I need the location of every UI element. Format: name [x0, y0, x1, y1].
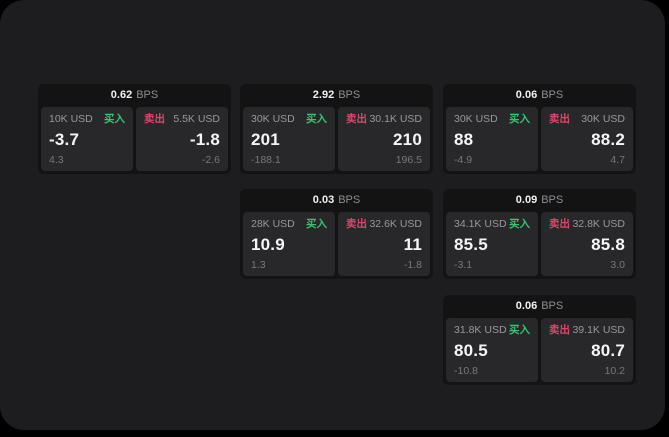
sell-price: 80.7 — [591, 341, 625, 360]
bps-value: 0.06 — [515, 300, 538, 312]
quote-board-panel: 0.62 BPS 10K USD 买入 -3.7 4.3 卖出 5.5K USD — [0, 0, 665, 430]
card-body: 31.8K USD 买入 80.5 -10.8 卖出 39.1K USD 80.… — [443, 318, 636, 385]
sell-side-label: 卖出 — [346, 218, 367, 230]
buy-tile[interactable]: 10K USD 买入 -3.7 4.3 — [41, 107, 133, 171]
buy-price: 201 — [251, 130, 280, 149]
sell-delta: 4.7 — [610, 153, 625, 166]
sell-side-label: 卖出 — [346, 113, 367, 125]
buy-notional: 30K USD — [454, 113, 498, 125]
buy-price: 85.5 — [454, 235, 488, 254]
buy-delta: 1.3 — [251, 258, 266, 271]
sell-notional: 5.5K USD — [173, 113, 220, 125]
quote-card: 0.62 BPS 10K USD 买入 -3.7 4.3 卖出 5.5K USD — [38, 84, 231, 174]
sell-notional: 30.1K USD — [369, 113, 422, 125]
bps-value: 0.09 — [515, 194, 538, 206]
sell-tile[interactable]: 卖出 5.5K USD -1.8 -2.6 — [136, 107, 228, 171]
sell-delta: 196.5 — [395, 153, 422, 166]
sell-tile[interactable]: 卖出 32.6K USD 11 -1.8 — [338, 212, 430, 276]
bps-value: 0.06 — [515, 89, 538, 101]
quote-card: 0.09 BPS 34.1K USD 买入 85.5 -3.1 卖出 32.8K… — [443, 189, 636, 279]
bps-unit: BPS — [541, 194, 564, 206]
bps-unit: BPS — [338, 194, 361, 206]
bps-value: 0.62 — [110, 89, 133, 101]
bps-unit: BPS — [541, 300, 564, 312]
buy-side-label: 买入 — [306, 218, 327, 230]
sell-notional: 30K USD — [581, 113, 625, 125]
buy-side-label: 买入 — [306, 113, 327, 125]
buy-notional: 28K USD — [251, 218, 295, 230]
buy-tile[interactable]: 30K USD 买入 201 -188.1 — [243, 107, 335, 171]
sell-tile[interactable]: 卖出 32.8K USD 85.8 3.0 — [541, 212, 633, 276]
card-body: 30K USD 买入 88 -4.9 卖出 30K USD 88.2 4.7 — [443, 107, 636, 174]
bps-unit: BPS — [338, 89, 361, 101]
card-header: 0.09 BPS — [443, 189, 636, 212]
bps-value: 2.92 — [312, 89, 335, 101]
sell-price: 11 — [403, 235, 422, 254]
buy-tile[interactable]: 30K USD 买入 88 -4.9 — [446, 107, 538, 171]
sell-notional: 32.8K USD — [572, 218, 625, 230]
bps-unit: BPS — [136, 89, 159, 101]
card-header: 0.06 BPS — [443, 295, 636, 318]
card-body: 28K USD 买入 10.9 1.3 卖出 32.6K USD 11 -1.8 — [240, 212, 433, 279]
sell-notional: 39.1K USD — [572, 324, 625, 336]
buy-delta: -188.1 — [251, 153, 281, 166]
buy-notional: 34.1K USD — [454, 218, 507, 230]
sell-price: 88.2 — [591, 130, 625, 149]
sell-delta: -1.8 — [403, 258, 422, 271]
sell-price: 210 — [393, 130, 422, 149]
sell-delta: -2.6 — [201, 153, 220, 166]
buy-tile[interactable]: 28K USD 买入 10.9 1.3 — [243, 212, 335, 276]
buy-notional: 31.8K USD — [454, 324, 507, 336]
sell-side-label: 卖出 — [549, 324, 570, 336]
sell-notional: 32.6K USD — [369, 218, 422, 230]
buy-price: -3.7 — [49, 130, 80, 149]
sell-tile[interactable]: 卖出 39.1K USD 80.7 10.2 — [541, 318, 633, 382]
card-header: 0.03 BPS — [240, 189, 433, 212]
sell-side-label: 卖出 — [549, 113, 570, 125]
bps-value: 0.03 — [312, 194, 335, 206]
card-header: 0.06 BPS — [443, 84, 636, 107]
sell-tile[interactable]: 卖出 30K USD 88.2 4.7 — [541, 107, 633, 171]
sell-delta: 10.2 — [604, 364, 625, 377]
card-body: 10K USD 买入 -3.7 4.3 卖出 5.5K USD -1.8 -2.… — [38, 107, 231, 174]
bps-unit: BPS — [541, 89, 564, 101]
sell-tile[interactable]: 卖出 30.1K USD 210 196.5 — [338, 107, 430, 171]
quote-card: 2.92 BPS 30K USD 买入 201 -188.1 卖出 30.1K … — [240, 84, 433, 174]
buy-notional: 10K USD — [49, 113, 93, 125]
card-body: 30K USD 买入 201 -188.1 卖出 30.1K USD 210 1… — [240, 107, 433, 174]
buy-tile[interactable]: 31.8K USD 买入 80.5 -10.8 — [446, 318, 538, 382]
quote-card: 0.06 BPS 31.8K USD 买入 80.5 -10.8 卖出 39.1… — [443, 295, 636, 385]
buy-price: 10.9 — [251, 235, 285, 254]
card-body: 34.1K USD 买入 85.5 -3.1 卖出 32.8K USD 85.8… — [443, 212, 636, 279]
buy-delta: -3.1 — [454, 258, 473, 271]
sell-side-label: 卖出 — [549, 218, 570, 230]
buy-price: 88 — [454, 130, 474, 149]
buy-tile[interactable]: 34.1K USD 买入 85.5 -3.1 — [446, 212, 538, 276]
buy-notional: 30K USD — [251, 113, 295, 125]
sell-side-label: 卖出 — [144, 113, 165, 125]
sell-price: -1.8 — [189, 130, 220, 149]
buy-side-label: 买入 — [509, 218, 530, 230]
buy-delta: -10.8 — [454, 364, 478, 377]
card-header: 2.92 BPS — [240, 84, 433, 107]
buy-side-label: 买入 — [104, 113, 125, 125]
sell-price: 85.8 — [591, 235, 625, 254]
sell-delta: 3.0 — [610, 258, 625, 271]
quote-card: 0.06 BPS 30K USD 买入 88 -4.9 卖出 30K USD — [443, 84, 636, 174]
buy-side-label: 买入 — [509, 113, 530, 125]
quote-card: 0.03 BPS 28K USD 买入 10.9 1.3 卖出 32.6K US… — [240, 189, 433, 279]
card-header: 0.62 BPS — [38, 84, 231, 107]
buy-delta: -4.9 — [454, 153, 473, 166]
buy-side-label: 买入 — [509, 324, 530, 336]
buy-delta: 4.3 — [49, 153, 64, 166]
buy-price: 80.5 — [454, 341, 488, 360]
